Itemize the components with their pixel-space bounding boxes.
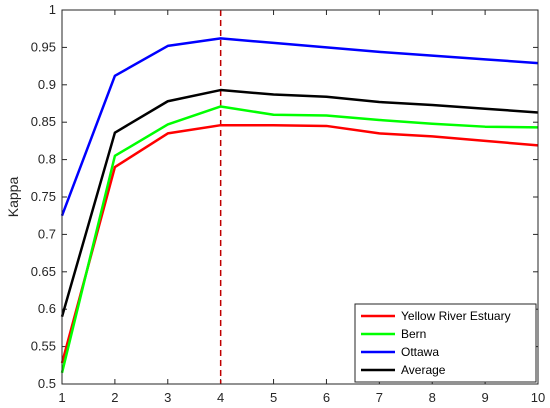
x-tick-label: 1: [58, 390, 65, 405]
y-tick-label: 0.8: [38, 152, 56, 167]
ticks-layer: 1 2 3 4 5 6 7 8 9 10 0.5 0.55 0.6 0.65 0.7 0.75 0.8 0.85 0…: [31, 2, 546, 405]
series-line-ottawa: [60, 37, 539, 217]
x-tick-label: 2: [111, 390, 118, 405]
legend-entry: Yellow River Estuary: [401, 309, 511, 323]
series-line-average: [60, 88, 539, 318]
x-tick-label: 9: [481, 390, 488, 405]
x-tick-label: 7: [376, 390, 383, 405]
y-tick-label: 0.55: [31, 339, 56, 354]
y-tick-label: 0.95: [31, 39, 56, 54]
legend-entry: Average: [401, 363, 446, 377]
legend-entry: Bern: [401, 327, 426, 341]
x-tick-label: 4: [217, 390, 224, 405]
y-tick-label: 0.5: [38, 376, 56, 391]
legend-entry: Ottawa: [401, 345, 439, 359]
x-tick-label: 10: [531, 390, 545, 405]
y-tick-label: 0.9: [38, 77, 56, 92]
y-tick-label: 0.65: [31, 264, 56, 279]
y-tick-label: 1: [49, 2, 56, 17]
x-tick-label: 6: [323, 390, 330, 405]
y-axis-label: Kappa: [5, 177, 21, 218]
plot-frame: [61, 9, 539, 385]
y-tick-label: 0.75: [31, 189, 56, 204]
x-tick-label: 3: [164, 390, 171, 405]
y-tick-label: 0.85: [31, 114, 56, 129]
series-line-bern: [60, 105, 539, 374]
series-layer: [60, 37, 539, 374]
legend: Yellow River Estuary Bern Ottawa Average: [354, 303, 537, 383]
y-tick-label: 0.6: [38, 301, 56, 316]
x-tick-label: 5: [270, 390, 277, 405]
x-tick-label: 8: [429, 390, 436, 405]
series-line-yellow-river-estuary: [60, 123, 539, 364]
y-tick-label: 0.7: [38, 226, 56, 241]
